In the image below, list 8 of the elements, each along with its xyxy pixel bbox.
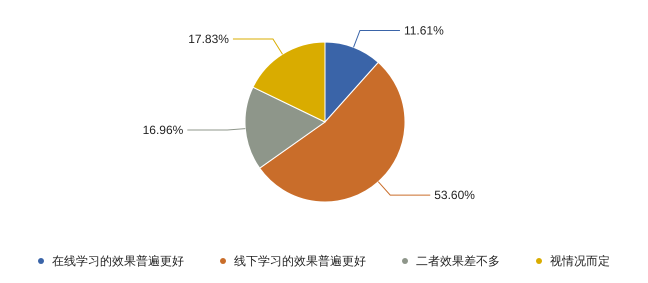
data-label: 11.61% xyxy=(404,23,444,38)
data-label: 17.83% xyxy=(188,32,230,46)
legend-label: 在线学习的效果普遍更好 xyxy=(52,254,184,268)
legend-label: 线下学习的效果普遍更好 xyxy=(234,254,366,268)
data-label: 16.96% xyxy=(142,123,184,138)
legend-label: 二者效果差不多 xyxy=(416,254,500,268)
data-label: 53.60% xyxy=(434,188,476,202)
legend-label: 视情况而定 xyxy=(550,254,610,268)
